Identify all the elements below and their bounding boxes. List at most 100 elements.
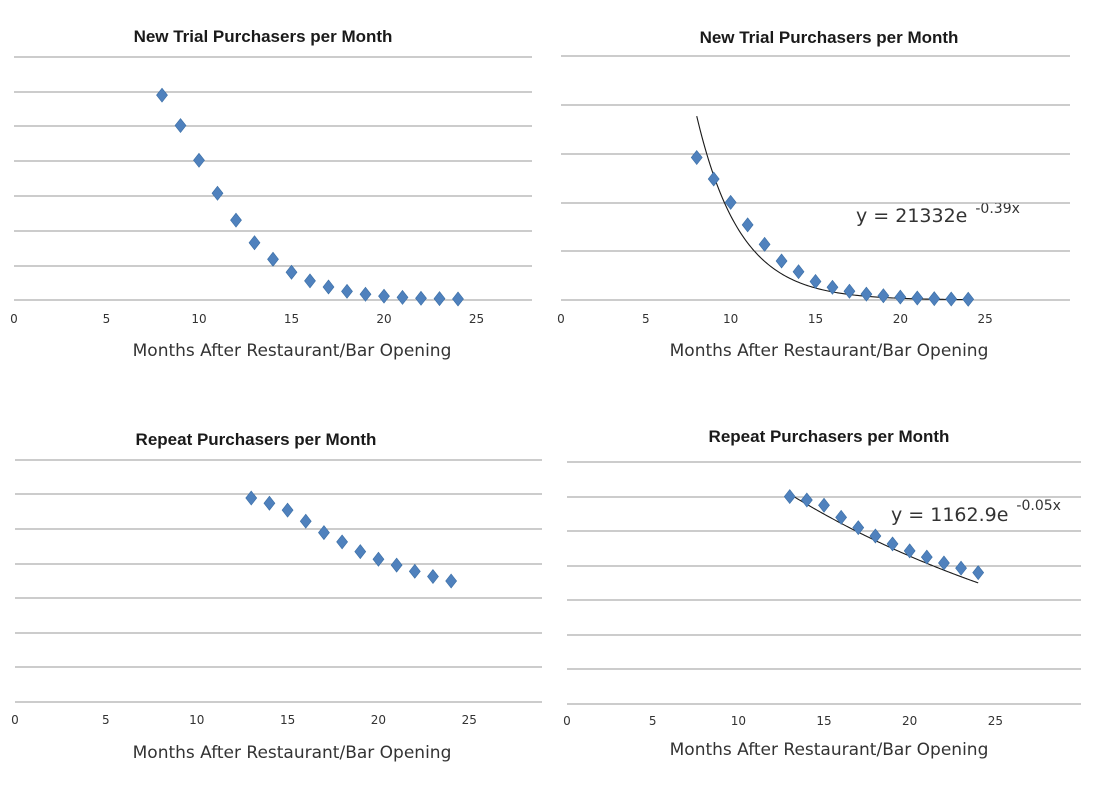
x-tick-label: 10	[723, 312, 738, 326]
data-point	[903, 543, 916, 559]
x-tick-label: 5	[642, 312, 650, 326]
data-point	[390, 557, 403, 573]
trendline-equation: y = 21332e -0.39x	[856, 201, 1020, 227]
data-point	[433, 291, 446, 307]
gridlines	[567, 461, 1081, 705]
gridlines	[15, 459, 542, 703]
data-point	[281, 502, 294, 518]
data-point	[427, 569, 439, 584]
data-point	[372, 551, 385, 567]
data-point	[809, 273, 822, 289]
data-point	[285, 264, 298, 280]
data-point	[354, 544, 367, 560]
data-point	[336, 534, 348, 550]
x-tick-label: 20	[902, 714, 917, 728]
data-point	[962, 291, 975, 307]
data-point	[775, 253, 788, 269]
data-point	[869, 528, 882, 544]
data-point	[211, 185, 224, 201]
trendline-equation-exponent: -0.39x	[975, 201, 1020, 217]
x-axis-label: Months After Restaurant/Bar Opening	[133, 341, 452, 361]
data-point	[972, 565, 985, 581]
x-tick-label: 15	[280, 713, 295, 727]
data-point	[341, 283, 353, 299]
x-axis-label: Months After Restaurant/Bar Opening	[670, 740, 989, 760]
x-tick-label: 25	[978, 312, 993, 326]
data-point	[359, 286, 372, 302]
data-point	[156, 87, 168, 103]
data-point	[877, 288, 890, 304]
data-point	[445, 573, 458, 589]
x-tick-label: 20	[376, 312, 391, 326]
data-point	[911, 290, 924, 306]
x-tick-label: 10	[731, 714, 746, 728]
x-tick-label: 25	[469, 312, 484, 326]
data-point	[818, 497, 830, 513]
gridlines	[14, 56, 532, 301]
x-tick-label: 15	[284, 312, 299, 326]
x-tick-label: 0	[563, 714, 571, 728]
x-tick-label: 0	[11, 713, 19, 727]
data-point	[267, 251, 279, 267]
data-point	[415, 290, 427, 306]
data-point	[800, 492, 813, 508]
data-point	[792, 264, 805, 280]
trendline-equation-base: y = 21332e	[856, 205, 967, 227]
x-tick-label: 20	[371, 713, 386, 727]
chart-top-right: New Trial Purchasers per Month Months Af…	[557, 28, 1070, 361]
x-axis-label: Months After Restaurant/Bar Opening	[133, 743, 452, 763]
x-tick-label: 25	[462, 713, 477, 727]
x-tick-label: 15	[816, 714, 831, 728]
data-point	[263, 495, 276, 511]
data-point	[378, 288, 390, 304]
data-point	[724, 194, 737, 210]
x-tick-label: 0	[557, 312, 565, 326]
x-tick-label: 5	[102, 713, 110, 727]
data-point	[928, 291, 941, 307]
chart-title: New Trial Purchasers per Month	[700, 28, 959, 47]
data-point	[248, 235, 261, 251]
trendline-equation-base: y = 1162.9e	[891, 504, 1008, 526]
trendline-equation: y = 1162.9e -0.05x	[891, 498, 1061, 526]
data-point	[690, 150, 703, 165]
data-point	[758, 236, 771, 252]
x-tick-label: 25	[988, 714, 1003, 728]
chart-bottom-right: Repeat Purchasers per Month Months After…	[563, 427, 1081, 760]
trendline-equation-exponent: -0.05x	[1016, 498, 1061, 514]
data-point	[304, 273, 316, 289]
data-point	[938, 555, 950, 571]
trendline	[789, 493, 979, 584]
data-point	[193, 152, 205, 168]
chart-top-left: New Trial Purchasers per Month Months Af…	[10, 27, 532, 361]
chart-title: New Trial Purchasers per Month	[134, 27, 393, 46]
data-point	[886, 536, 899, 552]
data-point	[408, 563, 421, 579]
data-point	[452, 291, 464, 307]
data-point	[245, 490, 258, 506]
x-tick-label: 0	[10, 312, 18, 326]
data-point	[322, 279, 335, 295]
data-point	[945, 291, 958, 307]
data-point	[826, 279, 839, 295]
data-point	[920, 549, 933, 565]
chart-title: Repeat Purchasers per Month	[136, 430, 377, 449]
x-tick-label: 5	[649, 714, 657, 728]
chart-title: Repeat Purchasers per Month	[709, 427, 950, 446]
data-point	[835, 509, 848, 525]
x-tick-label: 15	[808, 312, 823, 326]
data-point	[955, 560, 967, 576]
chart-bottom-left: Repeat Purchasers per Month Months After…	[11, 430, 542, 763]
x-tick-label: 5	[103, 312, 111, 326]
data-point	[843, 283, 856, 299]
data-point	[707, 171, 720, 187]
x-tick-label: 10	[189, 713, 204, 727]
data-point	[860, 286, 873, 302]
data-point	[396, 289, 409, 305]
gridlines	[561, 55, 1070, 301]
x-axis-label: Months After Restaurant/Bar Opening	[670, 341, 989, 361]
data-point	[894, 289, 907, 305]
data-point	[783, 489, 796, 505]
data-point	[299, 513, 312, 529]
x-tick-label: 20	[893, 312, 908, 326]
